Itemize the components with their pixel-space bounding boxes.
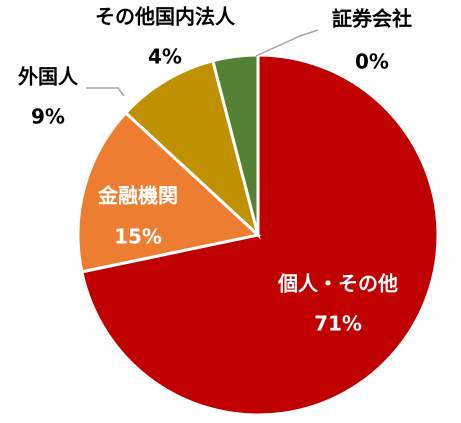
category-label: その他国内法人 [95,5,236,29]
value-label: 0% [355,50,389,74]
leader-line [86,87,125,97]
category-label: 証券会社 [332,7,412,31]
leader-line [255,29,319,57]
value-label: 4% [148,45,182,69]
value-label: 71% [314,312,362,336]
value-label: 9% [31,105,65,129]
category-label: 金融機関 [97,184,178,208]
category-label: 外国人 [18,65,79,89]
value-label: 15% [114,225,162,249]
pie-slice [76,110,262,274]
category-label: 個人・その他 [277,272,398,296]
pie-slice [123,58,261,240]
